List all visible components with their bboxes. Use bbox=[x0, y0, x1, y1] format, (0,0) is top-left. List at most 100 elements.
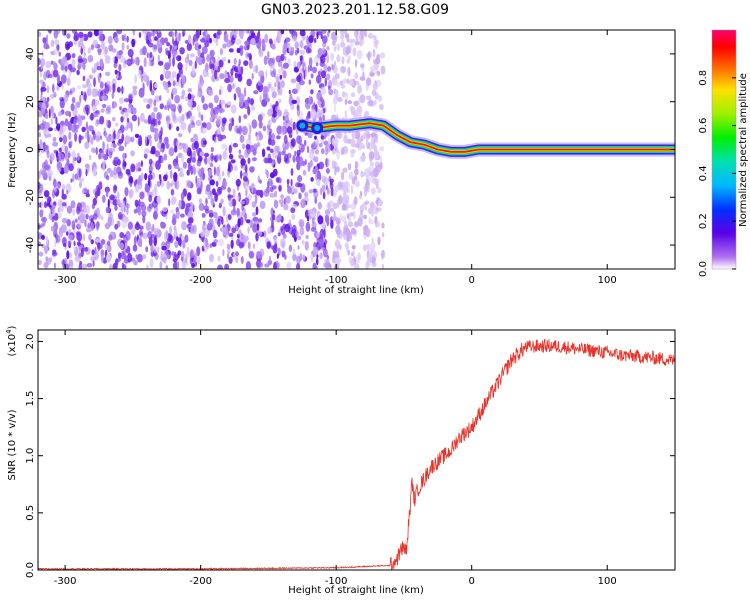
noise-speckle bbox=[76, 202, 82, 212]
noise-speckle bbox=[131, 227, 136, 234]
noise-speckle bbox=[45, 235, 49, 244]
noise-speckle bbox=[366, 133, 372, 139]
noise-speckle bbox=[287, 186, 292, 194]
noise-speckle bbox=[316, 179, 321, 187]
noise-speckle bbox=[132, 30, 136, 36]
noise-speckle bbox=[151, 30, 154, 37]
noise-speckle bbox=[331, 114, 337, 120]
noise-speckle bbox=[40, 81, 43, 87]
noise-speckle bbox=[357, 217, 363, 227]
noise-speckle bbox=[244, 235, 249, 241]
noise-speckle bbox=[308, 95, 312, 104]
noise-speckle bbox=[187, 100, 193, 108]
noise-speckle bbox=[75, 231, 81, 236]
noise-speckle bbox=[341, 38, 344, 46]
noise-speckle bbox=[275, 75, 279, 84]
noise-speckle bbox=[227, 248, 231, 255]
noise-speckle bbox=[92, 213, 98, 220]
noise-speckle bbox=[133, 260, 138, 266]
noise-speckle bbox=[200, 38, 206, 43]
noise-speckle bbox=[38, 170, 41, 180]
spectrogram-ridge bbox=[295, 116, 675, 159]
noise-speckle bbox=[282, 46, 287, 56]
colorbar-tick-label: 0.8 bbox=[698, 70, 709, 86]
noise-speckle bbox=[179, 47, 185, 55]
noise-speckle bbox=[100, 239, 106, 245]
noise-speckle bbox=[286, 126, 293, 134]
noise-speckle bbox=[336, 81, 341, 87]
noise-speckle bbox=[258, 121, 263, 129]
noise-speckle bbox=[294, 49, 298, 56]
noise-speckle bbox=[305, 48, 312, 54]
noise-speckle bbox=[380, 249, 386, 259]
noise-speckle bbox=[336, 147, 339, 155]
noise-speckle bbox=[172, 51, 178, 56]
noise-speckle bbox=[193, 133, 198, 139]
noise-speckle bbox=[220, 198, 224, 204]
noise-speckle bbox=[159, 148, 164, 153]
noise-speckle bbox=[189, 150, 193, 161]
noise-speckle bbox=[236, 238, 241, 247]
noise-speckle bbox=[252, 223, 258, 233]
noise-speckle bbox=[359, 194, 362, 200]
noise-speckle bbox=[230, 104, 237, 114]
noise-speckle bbox=[41, 216, 47, 223]
noise-speckle bbox=[78, 134, 82, 144]
noise-speckle bbox=[38, 259, 42, 266]
noise-speckle bbox=[116, 30, 123, 35]
noise-speckle bbox=[182, 31, 185, 37]
noise-speckle bbox=[236, 207, 241, 217]
noise-speckle bbox=[370, 161, 374, 167]
noise-speckle bbox=[52, 189, 56, 199]
noise-speckle bbox=[268, 38, 273, 45]
noise-speckle bbox=[168, 147, 175, 157]
noise-speckle bbox=[87, 31, 93, 38]
noise-speckle bbox=[370, 170, 375, 177]
noise-speckle bbox=[140, 160, 143, 168]
noise-speckle bbox=[219, 48, 224, 56]
noise-speckle bbox=[246, 78, 252, 87]
noise-speckle bbox=[300, 199, 306, 209]
noise-speckle bbox=[59, 230, 64, 238]
noise-speckle bbox=[222, 43, 227, 49]
noise-speckle bbox=[230, 239, 234, 249]
noise-speckle bbox=[350, 92, 356, 98]
noise-speckle bbox=[73, 31, 79, 42]
noise-speckle bbox=[147, 98, 153, 104]
noise-speckle bbox=[186, 169, 190, 176]
noise-speckle bbox=[360, 63, 365, 69]
noise-speckle bbox=[354, 59, 357, 68]
noise-speckle bbox=[61, 184, 66, 191]
noise-speckle bbox=[199, 151, 205, 157]
noise-speckle bbox=[79, 213, 86, 224]
noise-speckle bbox=[38, 152, 41, 157]
noise-speckle bbox=[62, 56, 68, 65]
noise-speckle bbox=[85, 204, 90, 215]
noise-speckle bbox=[206, 54, 211, 61]
noise-speckle bbox=[42, 96, 46, 102]
noise-speckle bbox=[330, 52, 335, 62]
noise-speckle bbox=[289, 30, 294, 35]
noise-speckle bbox=[84, 141, 90, 150]
noise-speckle bbox=[248, 59, 253, 69]
noise-speckle bbox=[218, 59, 224, 68]
noise-speckle bbox=[374, 161, 380, 169]
noise-speckle bbox=[106, 175, 110, 181]
noise-speckle bbox=[333, 202, 338, 210]
noise-speckle bbox=[234, 72, 238, 79]
noise-speckle bbox=[168, 75, 175, 82]
noise-speckle bbox=[346, 78, 350, 84]
noise-speckle bbox=[377, 237, 381, 243]
noise-speckle bbox=[52, 141, 59, 147]
noise-speckle bbox=[58, 111, 62, 117]
noise-speckle bbox=[367, 207, 373, 215]
noise-speckle bbox=[200, 52, 205, 58]
noise-speckle bbox=[184, 234, 189, 243]
noise-speckle bbox=[320, 30, 327, 34]
noise-speckle bbox=[68, 163, 74, 172]
noise-speckle bbox=[313, 140, 317, 149]
noise-speckle bbox=[224, 103, 227, 109]
noise-speckle bbox=[271, 43, 276, 50]
noise-speckle bbox=[351, 176, 356, 185]
noise-speckle bbox=[45, 122, 51, 129]
